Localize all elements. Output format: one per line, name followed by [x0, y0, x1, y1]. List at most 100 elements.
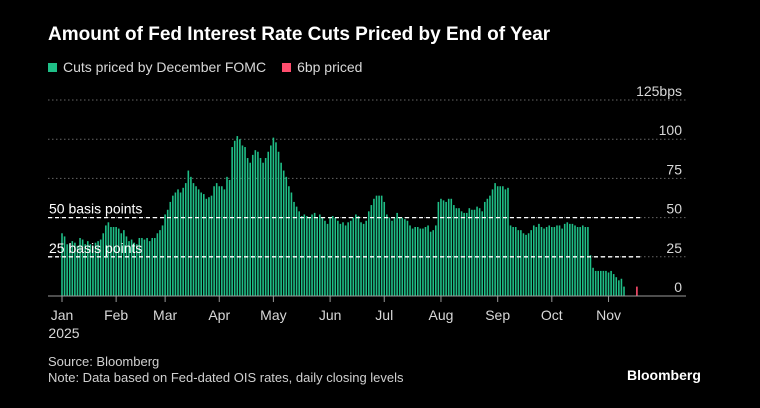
bar: [610, 270, 612, 296]
bar: [81, 239, 84, 296]
bar: [249, 162, 251, 296]
bar: [285, 176, 288, 296]
bar: [483, 201, 486, 296]
bar: [432, 230, 435, 296]
bar: [107, 222, 110, 296]
legend-item-cuts: Cuts priced by December FOMC: [48, 59, 266, 75]
bar: [102, 233, 105, 296]
bar: [264, 158, 267, 296]
bar: [422, 228, 424, 296]
bar: [620, 278, 623, 296]
bar: [326, 223, 329, 296]
bar: [179, 192, 182, 296]
bar: [267, 151, 270, 296]
bar: [355, 214, 357, 296]
bar: [411, 228, 414, 296]
bar: [589, 255, 592, 296]
bar: [494, 183, 496, 296]
bar: [509, 225, 512, 296]
bar: [318, 214, 321, 296]
bar: [388, 217, 391, 296]
source-text: Source: Bloomberg: [48, 354, 160, 369]
bar: [68, 244, 71, 296]
bar: [226, 176, 228, 296]
bar: [468, 208, 471, 296]
legend-swatch-cuts: [48, 62, 57, 72]
bar: [293, 201, 295, 296]
bar: [561, 228, 563, 296]
bar: [246, 158, 249, 296]
bar: [386, 214, 388, 296]
bar: [504, 189, 507, 296]
bar: [208, 197, 210, 296]
bar: [491, 189, 494, 296]
bar: [602, 270, 605, 296]
bar: [532, 225, 535, 296]
bar: [74, 242, 76, 296]
bar: [563, 223, 566, 296]
bar: [360, 222, 362, 296]
bar: [558, 225, 561, 296]
bar: [177, 189, 179, 296]
bar: [295, 206, 298, 296]
bar: [556, 225, 558, 296]
bar: [205, 198, 208, 296]
bar: [416, 227, 419, 296]
bar: [440, 198, 442, 296]
bar: [254, 150, 257, 296]
bar: [571, 223, 574, 296]
y-tick-label: 100: [659, 122, 683, 138]
bar: [502, 186, 504, 296]
bar: [548, 225, 551, 296]
bar: [584, 227, 587, 296]
bar: [218, 186, 221, 296]
bar: [128, 241, 130, 296]
bar: [110, 227, 112, 296]
bar: [489, 195, 491, 296]
bar: [135, 244, 138, 296]
bar: [347, 222, 349, 296]
x-tick-label: Apr: [208, 307, 230, 323]
x-tick-label: Oct: [541, 307, 563, 323]
bar: [76, 245, 79, 296]
bar: [115, 227, 117, 296]
bar: [231, 147, 233, 296]
bar: [581, 225, 584, 296]
bar: [120, 233, 123, 296]
bar: [221, 186, 223, 296]
bar: [576, 227, 579, 296]
bar: [530, 230, 532, 296]
bloomberg-logo: Bloomberg: [627, 367, 701, 383]
bar: [435, 225, 437, 296]
bar: [241, 145, 244, 296]
bar: [344, 225, 347, 296]
bar: [527, 233, 530, 296]
bar: [300, 216, 303, 296]
bar: [143, 239, 146, 296]
bar: [223, 189, 226, 296]
bar: [597, 270, 600, 296]
bar: [579, 227, 581, 296]
bar: [89, 244, 92, 296]
bar: [233, 140, 236, 296]
bar: [313, 212, 316, 296]
y-tick-label: 0: [674, 279, 682, 295]
bar: [290, 192, 293, 296]
bar: [288, 186, 290, 296]
bar: [200, 192, 203, 296]
bar: [517, 230, 520, 296]
bar: [161, 225, 164, 296]
bar: [553, 227, 556, 296]
bar: [471, 209, 473, 296]
bar: [159, 230, 161, 296]
bar: [86, 241, 89, 296]
bar: [187, 170, 190, 296]
bar: [406, 220, 409, 296]
bar: [594, 270, 597, 296]
bar: [192, 183, 195, 296]
bar: [123, 230, 125, 296]
bar: [383, 201, 386, 296]
x-tick-label: Aug: [429, 307, 454, 323]
bar: [370, 205, 373, 296]
